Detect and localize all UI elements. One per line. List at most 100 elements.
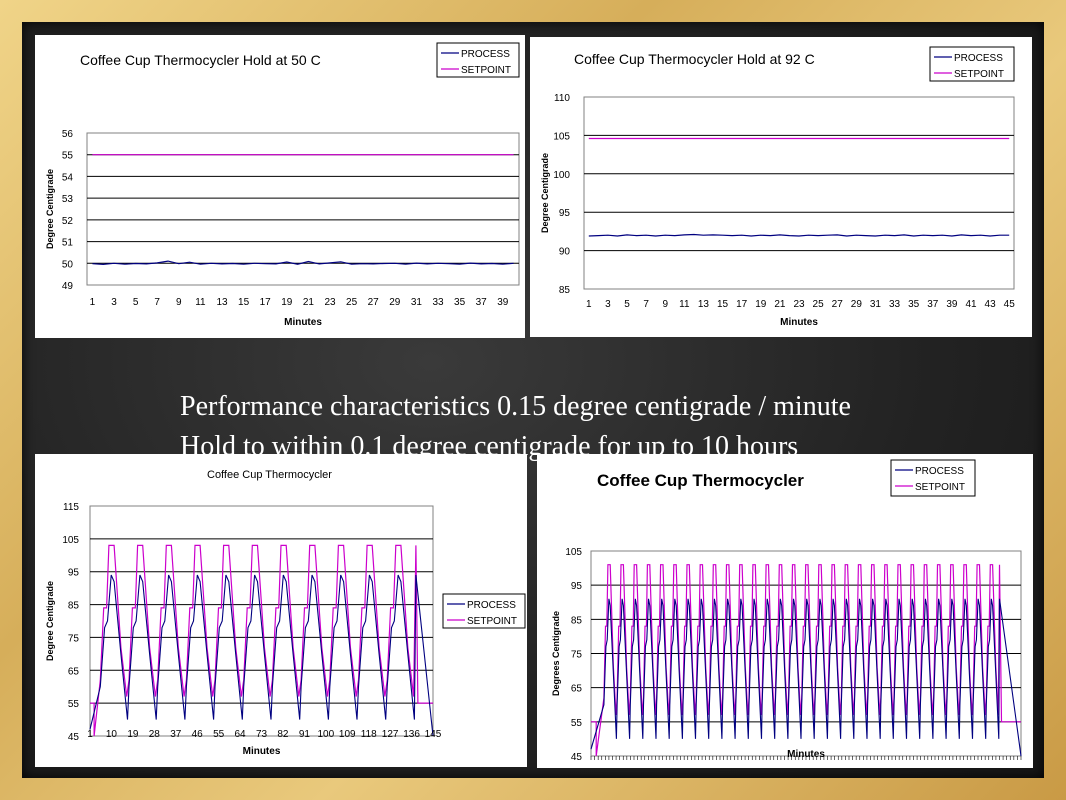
x-tick-label: 145 — [425, 729, 442, 740]
legend-box — [442, 593, 526, 629]
x-tick-label: 27 — [368, 297, 380, 308]
x-tick-label: 17 — [736, 299, 748, 310]
y-tick-label: 45 — [571, 752, 583, 763]
legend-label: PROCESS — [915, 466, 964, 477]
x-tick-label: 29 — [851, 299, 863, 310]
x-tick-label: 25 — [813, 299, 825, 310]
y-tick-label: 54 — [62, 172, 74, 183]
y-tick-label: 65 — [68, 666, 80, 677]
x-tick-label: 45 — [1004, 299, 1016, 310]
x-axis-label: Minutes — [243, 746, 281, 757]
x-tick-label: 7 — [154, 297, 160, 308]
legend-label: SETPOINT — [461, 65, 511, 76]
x-axis-label: Minutes — [787, 749, 825, 760]
x-tick-label: 19 — [281, 297, 293, 308]
y-tick-label: 75 — [571, 650, 583, 661]
series-line-process — [89, 574, 434, 737]
x-axis-label: Minutes — [284, 317, 322, 328]
x-tick-label: 15 — [717, 299, 729, 310]
y-axis-label: Degree Centigrade — [540, 153, 550, 233]
x-tick-label: 1 — [586, 299, 592, 310]
x-tick-label: 118 — [361, 729, 377, 740]
chart-thermocycler-long-svg: Coffee Cup Thermocycler 45 55 65 75 85 95 105 De… — [551, 459, 1022, 763]
series-line-process — [590, 598, 1022, 757]
series-line-process — [588, 233, 1010, 237]
x-tick-label: 41 — [965, 299, 977, 310]
chart-title: Coffee Cup Thermocycler — [207, 469, 332, 481]
x-tick-label: 15 — [238, 297, 250, 308]
y-tick-label: 90 — [559, 247, 571, 258]
x-tick-label: 17 — [260, 297, 272, 308]
x-tick-label: 1 — [87, 729, 93, 740]
x-tick-label: 33 — [889, 299, 901, 310]
y-axis-label: Degrees Centigrade — [551, 611, 561, 696]
x-tick-label: 13 — [698, 299, 710, 310]
legend-label: SETPOINT — [467, 616, 517, 627]
x-tick-label: 35 — [908, 299, 920, 310]
chart-title: Coffee Cup Thermocycler — [597, 471, 804, 490]
y-tick-label: 49 — [62, 281, 74, 292]
x-tick-label: 13 — [216, 297, 228, 308]
x-tick-label: 37 — [927, 299, 939, 310]
y-axis-label: Degree Centigrade — [45, 169, 55, 249]
y-axis-label: Degree Centigrade — [45, 581, 55, 661]
x-tick-label: 9 — [176, 297, 182, 308]
x-tick-label: 37 — [476, 297, 488, 308]
y-tick-label: 52 — [62, 216, 74, 227]
y-tick-label: 95 — [559, 208, 571, 219]
plot-area — [583, 96, 1015, 290]
y-tick-label: 95 — [68, 568, 80, 579]
y-tick-label: 55 — [571, 718, 583, 729]
chart-thermocycler-long: Coffee Cup Thermocycler 45 55 65 75 85 95 105 De… — [537, 454, 1033, 768]
legend-box — [436, 42, 520, 78]
x-tick-label: 55 — [213, 729, 225, 740]
y-tick-label: 100 — [553, 170, 570, 181]
y-tick-label: 85 — [68, 601, 80, 612]
x-tick-label: 29 — [389, 297, 401, 308]
chart-thermocycler-145min-svg: Coffee Cup Thermocycler45556575859510511… — [45, 469, 526, 757]
x-tick-label: 9 — [662, 299, 668, 310]
y-tick-label: 85 — [571, 615, 583, 626]
chart-hold-50c-svg: Coffee Cup Thermocycler Hold at 50 C 49 50… — [45, 42, 520, 328]
y-tick-label: 115 — [63, 502, 79, 513]
y-tick-label: 95 — [571, 581, 583, 592]
x-axis-label: Minutes — [780, 317, 818, 328]
chart-title: Coffee Cup Thermocycler Hold at 92 C — [574, 51, 815, 67]
y-tick-label: 51 — [62, 238, 74, 249]
x-tick-label: 64 — [235, 729, 247, 740]
chart-hold-92c-svg: Coffee Cup Thermocycler Hold at 92 C 85 90… — [540, 46, 1016, 328]
caption-line-1: Performance characteristics 0.15 degree … — [180, 391, 851, 422]
x-tick-label: 28 — [149, 729, 161, 740]
x-tick-label: 25 — [346, 297, 358, 308]
y-tick-label: 105 — [565, 547, 582, 558]
legend-label: PROCESS — [467, 600, 516, 611]
chart-hold-50c: Coffee Cup Thermocycler Hold at 50 C 49 50… — [35, 35, 525, 338]
y-tick-label: 56 — [62, 129, 74, 140]
x-tick-label: 109 — [339, 729, 356, 740]
y-tick-label: 55 — [68, 699, 80, 710]
chart-thermocycler-145min: Coffee Cup Thermocycler 45 55 65 75 85 95 105 11… — [35, 454, 527, 767]
legend-label: SETPOINT — [954, 69, 1004, 80]
chalkboard-background: Coffee Cup Thermocycler Hold at 50 C 49 50… — [22, 22, 1044, 778]
y-tick-label: 75 — [68, 633, 80, 644]
x-tick-label: 46 — [192, 729, 204, 740]
x-tick-label: 27 — [832, 299, 844, 310]
y-tick-label: 110 — [554, 93, 570, 104]
x-tick-label: 11 — [679, 299, 690, 310]
x-tick-label: 100 — [317, 729, 334, 740]
x-tick-label: 1 — [90, 297, 96, 308]
x-tick-label: 10 — [106, 729, 118, 740]
y-tick-label: 105 — [62, 535, 79, 546]
x-tick-label: 21 — [303, 297, 315, 308]
plot-area — [86, 132, 520, 286]
x-tick-label: 11 — [195, 297, 206, 308]
x-tick-label: 33 — [432, 297, 444, 308]
x-tick-label: 39 — [946, 299, 958, 310]
x-tick-label: 39 — [497, 297, 509, 308]
x-tick-label: 127 — [382, 729, 399, 740]
series-line-process — [92, 260, 514, 266]
x-tick-label: 5 — [133, 297, 139, 308]
x-tick-label: 21 — [774, 299, 786, 310]
x-tick-label: 19 — [755, 299, 767, 310]
